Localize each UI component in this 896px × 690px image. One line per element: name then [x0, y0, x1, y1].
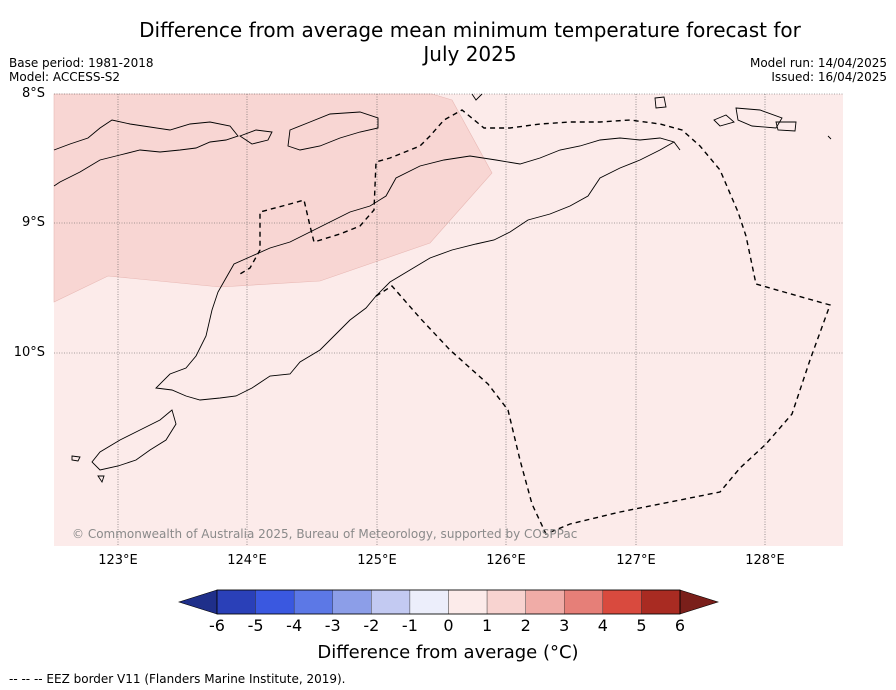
lon-label-128e: 128°E [745, 553, 785, 568]
coastlines [53, 93, 832, 484]
colorbar-tick-label: 1 [481, 616, 493, 635]
colorbar-segment [525, 589, 565, 615]
colorbar-segment [486, 589, 526, 615]
colorbar-extend-low [178, 589, 218, 615]
warm-anomaly-region [53, 93, 493, 303]
lon-label-125e: 125°E [357, 553, 397, 568]
coastline-east-tip [827, 135, 832, 140]
colorbar-tick-label: 6 [674, 616, 686, 635]
lon-label-127e: 127°E [616, 553, 656, 568]
colorbar-tick-label: -1 [401, 616, 418, 635]
coastline-small-isle-5 [775, 121, 797, 132]
colorbar-title: Difference from average (°C) [317, 642, 579, 663]
lon-label-126e: 126°E [486, 553, 526, 568]
coastline-small-isle-3 [713, 114, 735, 127]
colorbar-segment [602, 589, 642, 615]
model-name: Model: ACCESS-S2 [9, 70, 121, 84]
coastline-ndao [97, 475, 105, 484]
coastline-north-tip [471, 93, 483, 101]
colorbar-frame [216, 589, 681, 615]
colorbar-segment [448, 589, 488, 615]
colorbar-tick-label: -3 [324, 616, 341, 635]
coastline-small-isle-1 [239, 129, 273, 145]
gridlines [54, 93, 843, 546]
colorbar-segment [409, 589, 449, 615]
eez-border-timor-leste [239, 109, 831, 535]
coastline-small-isle-4 [735, 107, 783, 129]
lat-label-9s: 9°S [21, 215, 45, 230]
lon-label-124e: 124°E [227, 553, 267, 568]
colorbar-tick-label: 2 [520, 616, 531, 635]
coastline-small-isle-2 [654, 96, 667, 109]
coastline-timor [155, 137, 681, 401]
meta-left: Base period: 1981-2018 Model: ACCESS-S2 [9, 56, 154, 84]
colorbar-segment [371, 589, 411, 615]
model-run: Model run: 14/04/2025 [749, 56, 887, 70]
colorbar [178, 589, 719, 615]
colorbar-tick-label: -2 [363, 616, 380, 635]
copyright-notice: © Commonwealth of Australia 2025, Bureau… [72, 527, 578, 541]
colorbar-tick-label: -6 [209, 616, 225, 635]
coastline-flores-alor [53, 119, 239, 187]
colorbar-tick-label: 5 [636, 616, 647, 635]
map-title-line1: Difference from average mean minimum tem… [139, 18, 801, 42]
map-title: Difference from average mean minimum tem… [0, 18, 896, 66]
eez-legend-footer: -- -- -- EEZ border V11 (Flanders Marine… [9, 672, 346, 686]
colorbar-segment [641, 589, 681, 615]
base-period: Base period: 1981-2018 [9, 56, 154, 70]
coastline-alor-east [287, 111, 379, 151]
colorbar-tick-label: 3 [559, 616, 570, 635]
colorbar-segment [293, 589, 333, 615]
colorbar-tick-label: 0 [443, 616, 454, 635]
lon-label-123e: 123°E [98, 553, 138, 568]
colorbar-tick-label: -4 [286, 616, 303, 635]
coastline-roti [91, 409, 177, 471]
colorbar-segment [216, 589, 256, 615]
map-title-line2: July 2025 [423, 42, 517, 66]
colorbar-extend-high [679, 589, 719, 615]
colorbar-tick-label: 4 [597, 616, 608, 635]
colorbar-segment [564, 589, 604, 615]
eez-borders [239, 109, 831, 535]
colorbar-tick-label: -5 [247, 616, 264, 635]
meta-right: Model run: 14/04/2025 Issued: 16/04/2025 [750, 56, 887, 84]
lat-label-8s: 8°S [21, 86, 45, 101]
coastline-sawu [71, 455, 81, 462]
colorbar-segment [255, 589, 295, 615]
issued-date: Issued: 16/04/2025 [771, 70, 887, 84]
lat-label-10s: 10°S [13, 345, 45, 360]
colorbar-segment [332, 589, 372, 615]
